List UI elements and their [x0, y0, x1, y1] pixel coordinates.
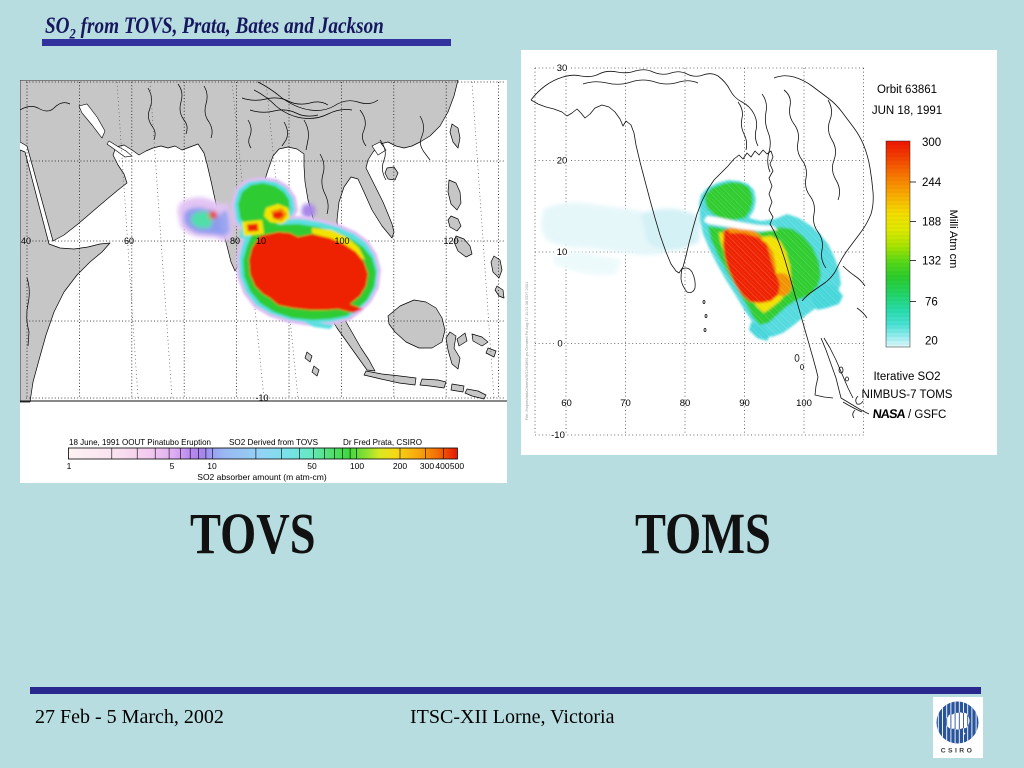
svg-text:Orbit 63861: Orbit 63861	[877, 84, 937, 96]
svg-text:Iterative SO2: Iterative SO2	[873, 371, 940, 383]
svg-text:/ GSFC: / GSFC	[908, 409, 946, 421]
svg-text:JUN 18, 1991: JUN 18, 1991	[872, 105, 942, 117]
svg-text:CSIRO: CSIRO	[941, 748, 975, 755]
svg-text:100: 100	[796, 398, 812, 409]
svg-text:Dr Fred Prata, CSIRO: Dr Fred Prata, CSIRO	[343, 437, 422, 447]
svg-text:90: 90	[739, 398, 750, 409]
svg-text:10: 10	[256, 236, 266, 246]
svg-text:SO2 absorber amount (m atm-cm): SO2 absorber amount (m atm-cm)	[197, 472, 327, 482]
svg-text:0: 0	[557, 339, 562, 350]
svg-text:100: 100	[334, 236, 349, 246]
svg-text:30: 30	[557, 63, 568, 74]
svg-text:120: 120	[443, 236, 458, 246]
svg-text:5: 5	[170, 461, 175, 471]
svg-text:18 June, 1991 OOUT Pinatubo Er: 18 June, 1991 OOUT Pinatubo Eruption	[69, 437, 211, 447]
svg-text:File: /export/data2/toms/SO2/6: File: /export/data2/toms/SO2/63861.ps Cr…	[524, 281, 529, 420]
svg-text:100: 100	[350, 461, 364, 471]
svg-text:132: 132	[922, 256, 941, 268]
svg-text:40: 40	[21, 236, 31, 246]
svg-text:Milli Atm cm: Milli Atm cm	[947, 210, 959, 269]
svg-text:20: 20	[925, 336, 938, 348]
svg-text:300: 300	[420, 461, 434, 471]
svg-text:76: 76	[925, 297, 938, 309]
svg-text:80: 80	[230, 236, 240, 246]
svg-text:70: 70	[620, 398, 631, 409]
svg-text:10: 10	[557, 247, 568, 258]
svg-text:300: 300	[922, 137, 941, 149]
svg-text:80: 80	[680, 398, 691, 409]
svg-text:244: 244	[922, 177, 942, 189]
svg-text:188: 188	[922, 217, 941, 229]
svg-text:-10: -10	[255, 393, 268, 403]
svg-text:10: 10	[207, 461, 217, 471]
svg-text:60: 60	[561, 398, 572, 409]
svg-text:200: 200	[393, 461, 407, 471]
svg-text:60: 60	[124, 236, 134, 246]
svg-text:400: 400	[435, 461, 449, 471]
svg-text:500: 500	[450, 461, 464, 471]
svg-text:20: 20	[557, 156, 568, 167]
svg-text:NASA: NASA	[872, 407, 906, 421]
svg-text:NIMBUS-7 TOMS: NIMBUS-7 TOMS	[862, 389, 953, 401]
svg-text:1: 1	[67, 461, 72, 471]
svg-text:SO2 Derived from TOVS: SO2 Derived from TOVS	[229, 437, 318, 447]
svg-text:50: 50	[307, 461, 317, 471]
svg-text:-10: -10	[551, 430, 565, 441]
